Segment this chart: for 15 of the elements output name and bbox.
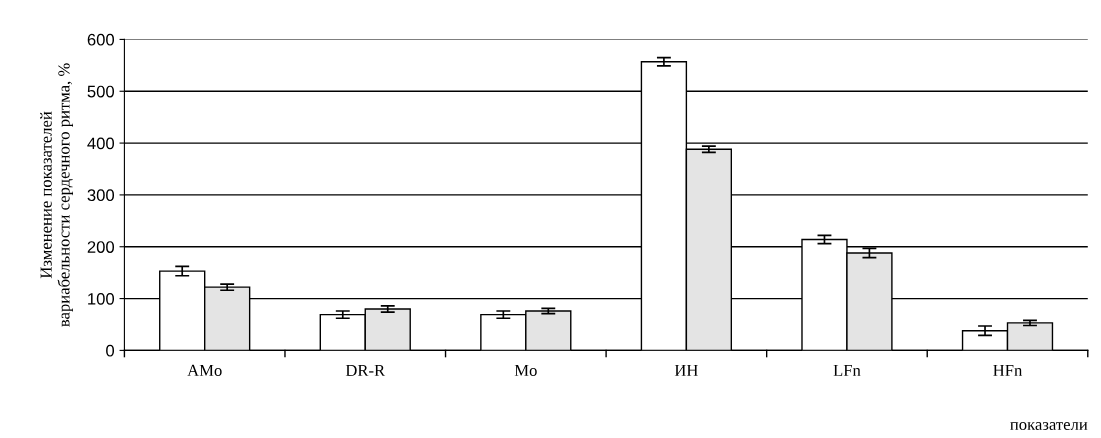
y-tick-label: 500	[87, 85, 115, 98]
y-tick-label: 100	[88, 292, 115, 305]
x-tick-label: HFn	[993, 364, 1023, 376]
x-tick-label: AMo	[187, 364, 222, 377]
y-tick-label: 300	[87, 189, 115, 202]
y-tick-label: 600	[87, 33, 115, 46]
x-tick-label: ИН	[674, 364, 698, 376]
x-tick-label: DR-R	[345, 364, 386, 376]
y-tick-label: 400	[87, 137, 115, 150]
x-tick-label: Mo	[514, 364, 537, 377]
y-axis-title: Изменение показателей вариабельности сердечного ритма, %	[40, 63, 73, 327]
x-axis-title: показатели	[1010, 422, 1088, 431]
y-tick-label: 0	[106, 344, 115, 357]
x-tick-label: LFn	[833, 364, 861, 376]
y-tick-label: 200	[87, 241, 115, 253]
